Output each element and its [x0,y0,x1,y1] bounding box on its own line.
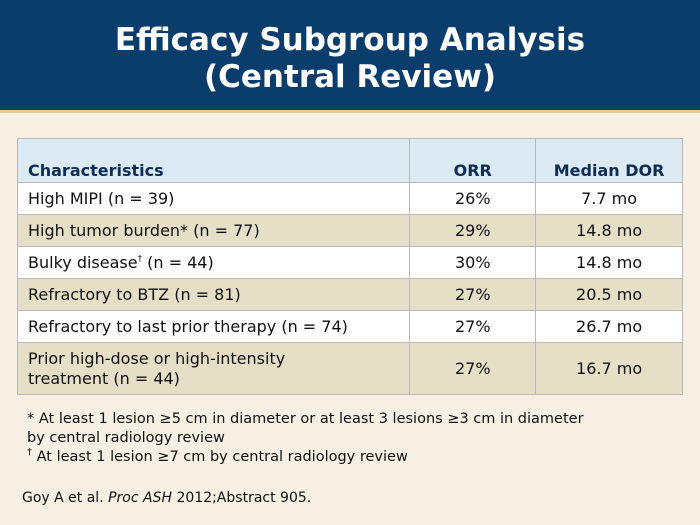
row-dor: 26.7 mo [535,310,683,343]
row-dor: 16.7 mo [535,342,683,395]
table-row: Bulky disease† (n = 44) 30% 14.8 mo [16,246,683,279]
row-characteristic: Prior high-dose or high-intensity treatme… [16,342,411,395]
citation: Goy A et al. Proc ASH 2012;Abstract 905. [22,490,311,506]
row-characteristic: High tumor burden* (n = 77) [16,214,411,247]
row-orr: 29% [409,214,537,247]
row-orr: 30% [409,246,537,279]
table-row: Refractory to BTZ (n = 81) 27% 20.5 mo [16,278,683,311]
footnote-dagger-text: At least 1 lesion ≥7 cm by central radio… [32,449,408,465]
row-dor: 14.8 mo [535,246,683,279]
row-dor: 7.7 mo [535,182,683,215]
slide-title-line-2: (Central Review) [203,59,497,95]
footnote-dagger: † At least 1 lesion ≥7 cm by central rad… [27,448,667,467]
row-characteristic: Bulky disease† (n = 44) [16,246,411,279]
row-characteristic-text: Bulky disease [28,253,138,272]
table-row: High MIPI (n = 39) 26% 7.7 mo [16,182,683,215]
footnote-star-line-1: * At least 1 lesion ≥5 cm in diameter or… [27,411,584,427]
footnotes: * At least 1 lesion ≥5 cm in diameter or… [27,410,667,467]
header-median-dor: Median DOR [535,138,683,183]
table-row: Prior high-dose or high-intensity treatme… [16,342,683,395]
row-characteristic: High MIPI (n = 39) [16,182,411,215]
row-characteristic-n: (n = 44) [142,253,214,272]
citation-details: 2012;Abstract 905. [172,490,312,506]
row-characteristic: Refractory to last prior therapy (n = 74… [16,310,411,343]
table-header-row: Characteristics ORR Median DOR [16,138,683,183]
row-characteristic: Refractory to BTZ (n = 81) [16,278,411,311]
footnote-star-line-2: by central radiology review [27,430,225,446]
row-characteristic-line-1: Prior high-dose or high-intensity [28,348,286,368]
header-orr: ORR [409,138,537,183]
header-characteristics: Characteristics [16,138,411,183]
title-bar: Efficacy Subgroup Analysis (Central Revi… [0,0,700,110]
footnote-dagger-mark: † [27,447,32,459]
table-row: Refractory to last prior therapy (n = 74… [16,310,683,343]
citation-journal: Proc ASH [108,490,173,506]
row-orr: 27% [409,278,537,311]
row-characteristic-line-2: treatment (n = 44) [28,368,180,388]
row-orr: 27% [409,310,537,343]
slide-title-line-1: Efficacy Subgroup Analysis [114,22,586,58]
citation-authors: Goy A et al. [22,490,109,506]
title-divider [0,110,700,113]
subgroup-table: Characteristics ORR Median DOR High MIPI… [16,138,683,395]
dagger-mark: † [137,254,143,265]
row-orr: 27% [409,342,537,395]
table-row: High tumor burden* (n = 77) 29% 14.8 mo [16,214,683,247]
row-orr: 26% [409,182,537,215]
row-dor: 20.5 mo [535,278,683,311]
row-dor: 14.8 mo [535,214,683,247]
